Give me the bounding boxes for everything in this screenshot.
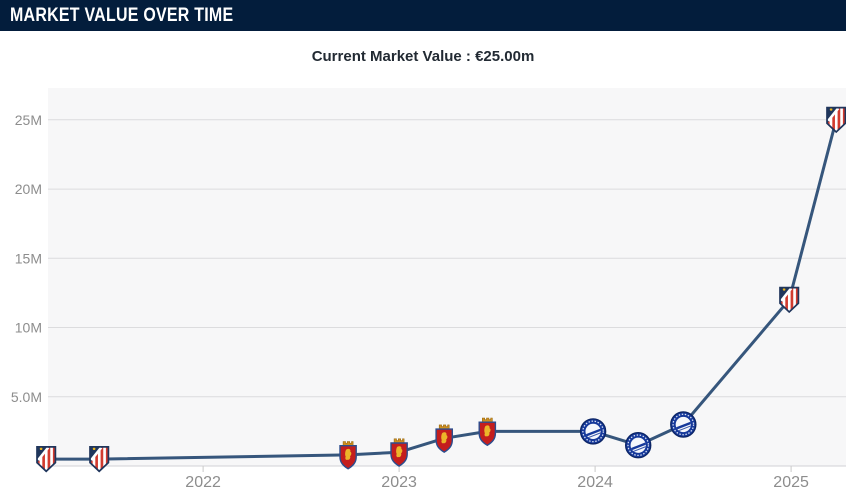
data-point-marker-alaves[interactable]: Mar 2024: €1.50m (Deportivo Alavés) xyxy=(626,433,651,458)
x-axis-label: 2022 xyxy=(185,474,221,491)
data-point-marker-alaves[interactable]: Dec 2023: €2.50m (Deportivo Alavés) xyxy=(581,419,606,444)
y-axis-label: 5.0M xyxy=(11,389,42,405)
data-point-marker-real-zaragoza[interactable]: Oct 2022: €0.80m (Real Zaragoza) xyxy=(339,440,357,470)
y-axis-label: 10M xyxy=(15,320,42,336)
data-point-marker-real-zaragoza[interactable]: Jun 2023: €2.50m (Real Zaragoza) xyxy=(478,417,497,446)
x-axis-label: 2024 xyxy=(577,474,613,491)
x-axis-label: 2023 xyxy=(381,474,417,491)
panel-header: MARKET VALUE OVER TIME xyxy=(0,0,846,31)
x-axis-label: 2025 xyxy=(773,474,809,491)
y-axis-label: 25M xyxy=(15,112,42,128)
data-point-marker-real-zaragoza[interactable]: Mar 2023: €2.00m (Real Zaragoza) xyxy=(435,424,454,453)
y-axis-label: 20M xyxy=(15,181,42,197)
market-value-chart: 5.0M 10M 15M 20M 25M 2022 2023 2024 2025 Mar 2021… xyxy=(11,88,846,491)
y-axis-label: 15M xyxy=(15,250,42,266)
panel-title: MARKET VALUE OVER TIME xyxy=(10,4,234,26)
data-point-marker-alaves[interactable]: Jun 2024: €3.00m (Deportivo Alavés) xyxy=(671,412,696,437)
data-point-marker-atletico-madrid[interactable]: Jun 2021: €0.50m (Atlético Madrid) xyxy=(89,446,110,473)
data-point-marker-real-zaragoza[interactable]: Jan 2023: €1.00m (Real Zaragoza) xyxy=(390,438,408,467)
plot-area xyxy=(48,88,846,466)
data-point-marker-atletico-madrid[interactable]: Mar 2021: €0.50m (Atlético Madrid) xyxy=(36,446,57,473)
current-market-value-text: Current Market Value : €25.00m xyxy=(311,48,535,65)
